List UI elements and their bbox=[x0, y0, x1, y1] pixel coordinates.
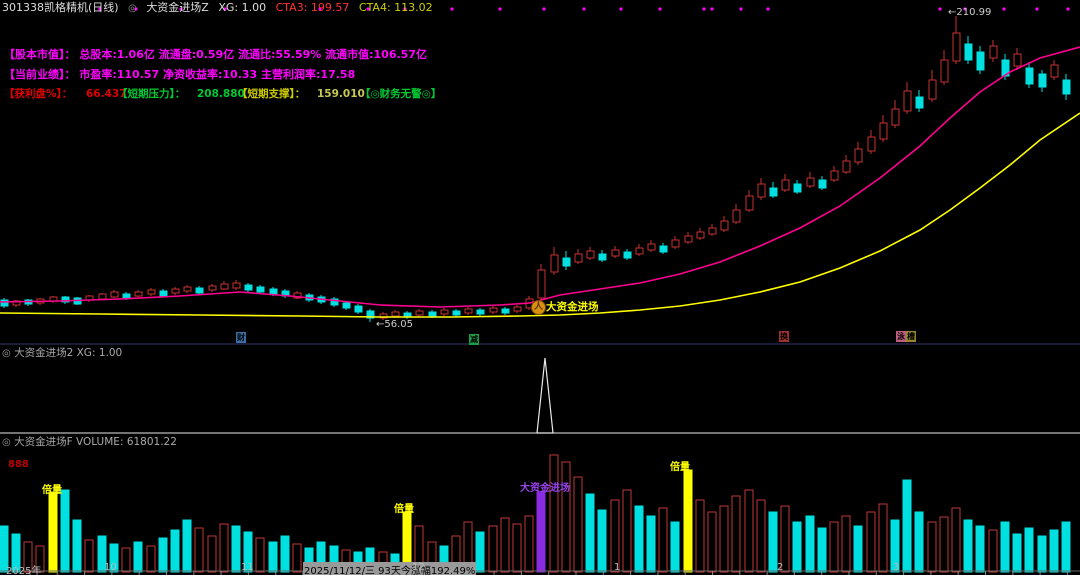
panel3-icon: ◎ bbox=[2, 437, 11, 448]
axis-month-label: 3 bbox=[893, 562, 900, 573]
high-price-label: ←210.99 bbox=[948, 7, 992, 18]
signal-marker-label: 大资金进场 bbox=[546, 301, 599, 313]
volume-signal-label: 倍量 bbox=[394, 504, 414, 515]
panel3-header[interactable]: ◎ 大资金进场F VOLUME: 61801.22 bbox=[2, 436, 177, 449]
panel2-title[interactable]: 大资金进场2 bbox=[14, 347, 74, 359]
axis-month-label: 2 bbox=[777, 562, 784, 573]
axis-selected-date-label: 2025/11/12/三 93天今涨幅192.49% bbox=[303, 562, 477, 575]
panel2-value: XG: 1.00 bbox=[76, 347, 123, 359]
title-bar: 301338凯格精机(日线) ◎ 大资金进场Z XG: 1.00 CTA3: 1… bbox=[2, 1, 439, 15]
indicator-name[interactable]: 大资金进场Z bbox=[146, 1, 209, 14]
xg-value: XG: 1.00 bbox=[218, 1, 267, 14]
pressure-label: 【短期压力】： bbox=[117, 88, 186, 100]
ma-line-CTA4 bbox=[0, 112, 1080, 318]
axis-month-label: 2025年 bbox=[6, 566, 42, 575]
indicator-info-row: 【获利盘%】： 66.437 【短期压力】： 208.880 【短期支撑】： 1… bbox=[0, 88, 1080, 101]
profit-value: 66.437 bbox=[86, 88, 127, 100]
signal-coin-icon: 人 bbox=[531, 300, 546, 315]
volume-signal-label: 大资金进场 bbox=[520, 483, 570, 494]
panel2-icon: ◎ bbox=[2, 348, 11, 359]
profit-label: 【获利盘%】： bbox=[4, 88, 73, 100]
panel2-header[interactable]: ◎ 大资金进场2 XG: 1.00 bbox=[2, 347, 122, 360]
low-price-label: ←56.05 bbox=[376, 319, 414, 330]
volume-flag-value: 888 bbox=[8, 459, 29, 470]
event-badge-财[interactable]: 财 bbox=[236, 332, 246, 343]
event-badge-减[interactable]: 减 bbox=[469, 334, 479, 345]
axis-month-label: 12 bbox=[412, 562, 425, 573]
support-value: 159.010 bbox=[317, 88, 365, 100]
capital-info-row: 【股本市值】： 总股本:1.06亿 流通盘:0.59亿 流通比:55.59% 流… bbox=[4, 48, 427, 61]
volume-signal-label: 倍量 bbox=[670, 462, 690, 473]
axis-month-label: 1 bbox=[614, 562, 621, 573]
cta3-value: CTA3: 199.57 bbox=[275, 1, 350, 14]
event-badge-槽[interactable]: 槽 bbox=[906, 331, 916, 342]
finance-flag: 【◎财务无警◎】 bbox=[360, 88, 442, 100]
ma-line-CTA3 bbox=[0, 46, 1080, 308]
axis-month-label: 11 bbox=[241, 562, 254, 573]
event-badge-换[interactable]: 换 bbox=[779, 331, 789, 342]
indicator-icon: ◎ bbox=[128, 3, 137, 14]
axis-month-label: 10 bbox=[104, 562, 117, 573]
stock-title[interactable]: 301338凯格精机(日线) bbox=[2, 1, 119, 14]
volume-signal-label: 倍量 bbox=[42, 485, 62, 496]
event-badge-泳[interactable]: 泳 bbox=[896, 331, 906, 342]
performance-info-row: 【当前业绩】： 市盈率:110.57 净资收益率:10.33 主营利润率:17.… bbox=[4, 68, 356, 81]
panel3-title[interactable]: 大资金进场F bbox=[14, 436, 73, 448]
cta4-value: CTA4: 113.02 bbox=[358, 1, 433, 14]
panel3-volume-value: VOLUME: 61801.22 bbox=[75, 436, 177, 448]
pressure-value: 208.880 bbox=[197, 88, 245, 100]
support-label: 【短期支撑】： bbox=[237, 88, 306, 100]
